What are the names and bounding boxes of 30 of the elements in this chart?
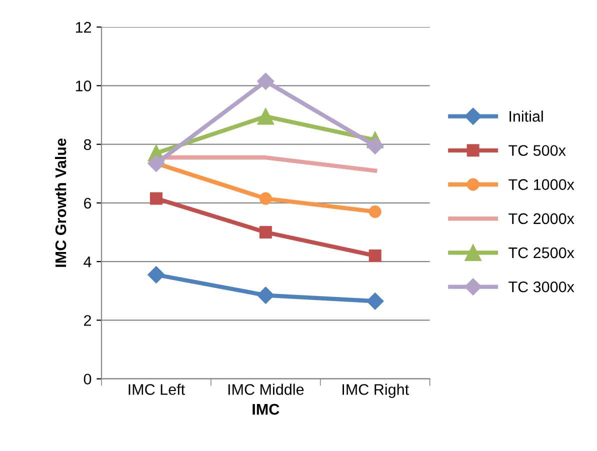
y-tick-label: 4	[84, 256, 92, 268]
point	[257, 286, 274, 304]
y-tick-label: 0	[84, 374, 92, 385]
point	[148, 154, 165, 172]
legend-label: TC 3000x	[508, 281, 574, 292]
point	[257, 72, 274, 90]
point	[366, 137, 384, 154]
y-tick-label: 10	[76, 80, 92, 92]
x-tick-label: IMC Middle	[228, 384, 304, 395]
y-tick-label: 12	[76, 22, 91, 33]
y-tick-label: 2	[84, 315, 91, 326]
point	[150, 192, 162, 205]
legend-label: TC 500x	[508, 145, 566, 156]
y-axis-title: IMC Growth Value	[54, 138, 66, 267]
legend-label: TC 2500x	[508, 247, 574, 258]
point	[368, 205, 382, 218]
x-tick-label: IMC Right	[342, 384, 409, 398]
point	[366, 292, 384, 310]
point	[368, 249, 382, 262]
point	[259, 226, 272, 239]
y-tick-label: 8	[84, 139, 92, 150]
x-tick-label: IMC Left	[128, 384, 185, 395]
point	[257, 108, 274, 125]
point	[259, 192, 272, 205]
legend-label: TC 2000x	[508, 213, 574, 224]
y-tick-label: 6	[84, 198, 92, 209]
point	[148, 266, 165, 284]
legend-label: Initial	[510, 110, 543, 122]
x-axis-title: IMC	[252, 404, 280, 415]
legend-label: TC 1000x	[508, 179, 574, 190]
